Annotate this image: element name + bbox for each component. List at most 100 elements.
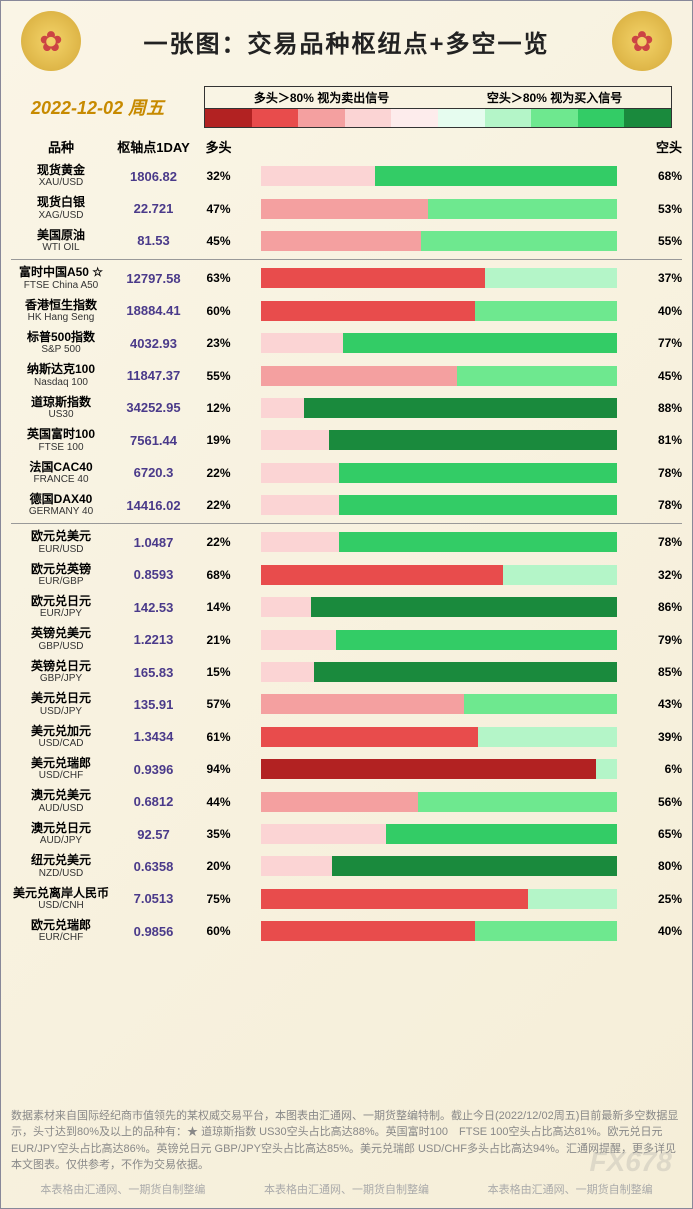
short-pct: 88% — [637, 401, 682, 415]
instrument-name: 现货黄金XAU/USD — [11, 163, 111, 189]
short-pct: 85% — [637, 665, 682, 679]
sentiment-bar — [241, 565, 637, 585]
instrument-name: 富时中国A50 ☆FTSE China A50 — [11, 265, 111, 291]
sentiment-bar — [241, 597, 637, 617]
sentiment-bar — [241, 694, 637, 714]
sentiment-bar — [241, 759, 637, 779]
long-pct: 61% — [196, 730, 241, 744]
sentiment-bar — [241, 398, 637, 418]
long-pct: 63% — [196, 271, 241, 285]
instrument-name: 道琼斯指数US30 — [11, 395, 111, 421]
table-row: 欧元兑英镑EUR/GBP0.859368%32% — [1, 559, 692, 591]
table-row: 美元兑加元USD/CAD1.343461%39% — [1, 721, 692, 753]
short-pct: 37% — [637, 271, 682, 285]
sentiment-bar — [241, 889, 637, 909]
sentiment-bar — [241, 301, 637, 321]
table-row: 富时中国A50 ☆FTSE China A5012797.5863%37% — [1, 262, 692, 294]
date-label: 2022-12-02 周五 — [31, 94, 164, 120]
footer-credit-3: 本表格由汇通网、一期货自制整编 — [488, 1182, 653, 1199]
header: ✿ 一张图：交易品种枢纽点+多空一览 ✿ — [1, 1, 692, 81]
table-row: 美元兑瑞郎USD/CHF0.939694%6% — [1, 753, 692, 785]
sentiment-bar — [241, 824, 637, 844]
long-pct: 55% — [196, 369, 241, 383]
sentiment-bar — [241, 532, 637, 552]
table-row: 英镑兑日元GBP/JPY165.8315%85% — [1, 656, 692, 688]
sentiment-bar — [241, 856, 637, 876]
pivot-value: 1.3434 — [111, 729, 196, 744]
short-pct: 55% — [637, 234, 682, 248]
long-pct: 68% — [196, 568, 241, 582]
long-pct: 94% — [196, 762, 241, 776]
long-pct: 22% — [196, 535, 241, 549]
table-row: 美元兑日元USD/JPY135.9157%43% — [1, 688, 692, 720]
pivot-value: 4032.93 — [111, 336, 196, 351]
sentiment-bar — [241, 630, 637, 650]
pivot-value: 0.6358 — [111, 859, 196, 874]
instrument-name: 英镑兑日元GBP/JPY — [11, 659, 111, 685]
pivot-value: 18884.41 — [111, 303, 196, 318]
long-pct: 15% — [196, 665, 241, 679]
table-row: 英镑兑美元GBP/USD1.221321%79% — [1, 623, 692, 655]
long-pct: 22% — [196, 498, 241, 512]
pivot-value: 22.721 — [111, 201, 196, 216]
footer-credit-2: 本表格由汇通网、一期货自制整编 — [264, 1182, 429, 1199]
table-row: 欧元兑瑞郎EUR/CHF0.985660%40% — [1, 915, 692, 947]
short-pct: 25% — [637, 892, 682, 906]
long-pct: 32% — [196, 169, 241, 183]
pivot-value: 0.6812 — [111, 794, 196, 809]
instrument-name: 美元兑加元USD/CAD — [11, 724, 111, 750]
col-short: 空头 — [637, 137, 682, 156]
short-pct: 56% — [637, 795, 682, 809]
logo-left: ✿ — [21, 11, 81, 71]
pivot-value: 135.91 — [111, 697, 196, 712]
long-pct: 23% — [196, 336, 241, 350]
column-headers: 品种 枢轴点1DAY 多头 空头 — [1, 133, 692, 160]
pivot-value: 6720.3 — [111, 465, 196, 480]
long-pct: 19% — [196, 433, 241, 447]
long-pct: 12% — [196, 401, 241, 415]
short-pct: 68% — [637, 169, 682, 183]
instrument-name: 欧元兑瑞郎EUR/CHF — [11, 918, 111, 944]
footer-credit-1: 本表格由汇通网、一期货自制整编 — [40, 1182, 205, 1199]
sentiment-bar — [241, 231, 637, 251]
table-row: 欧元兑日元EUR/JPY142.5314%86% — [1, 591, 692, 623]
instrument-name: 现货白银XAG/USD — [11, 195, 111, 221]
col-pivot: 枢轴点1DAY — [111, 137, 196, 156]
short-pct: 65% — [637, 827, 682, 841]
short-pct: 32% — [637, 568, 682, 582]
sentiment-bar — [241, 495, 637, 515]
sentiment-bar — [241, 662, 637, 682]
table-row: 现货白银XAG/USD22.72147%53% — [1, 192, 692, 224]
long-pct: 60% — [196, 304, 241, 318]
pivot-value: 1.0487 — [111, 535, 196, 550]
short-pct: 6% — [637, 762, 682, 776]
table-row: 纽元兑美元NZD/USD0.635820%80% — [1, 850, 692, 882]
long-pct: 21% — [196, 633, 241, 647]
short-pct: 78% — [637, 498, 682, 512]
pivot-value: 11847.37 — [111, 368, 196, 383]
short-pct: 78% — [637, 466, 682, 480]
instrument-name: 澳元兑日元AUD/JPY — [11, 821, 111, 847]
short-pct: 45% — [637, 369, 682, 383]
pivot-value: 81.53 — [111, 233, 196, 248]
pivot-value: 34252.95 — [111, 400, 196, 415]
table-body: 现货黄金XAU/USD1806.8232%68%现货白银XAG/USD22.72… — [1, 160, 692, 947]
legend-short-label: 空头＞80% 视为买入信号 — [438, 87, 671, 108]
short-pct: 40% — [637, 924, 682, 938]
short-pct: 53% — [637, 202, 682, 216]
sentiment-bar — [241, 268, 637, 288]
col-long: 多头 — [196, 137, 241, 156]
legend-long-label: 多头＞80% 视为卖出信号 — [205, 87, 438, 108]
table-row: 澳元兑日元AUD/JPY92.5735%65% — [1, 818, 692, 850]
long-pct: 60% — [196, 924, 241, 938]
instrument-name: 欧元兑英镑EUR/GBP — [11, 562, 111, 588]
col-name: 品种 — [11, 137, 111, 156]
instrument-name: 纽元兑美元NZD/USD — [11, 853, 111, 879]
sentiment-bar — [241, 727, 637, 747]
instrument-name: 欧元兑日元EUR/JPY — [11, 594, 111, 620]
long-pct: 35% — [196, 827, 241, 841]
table-row: 法国CAC40FRANCE 406720.322%78% — [1, 457, 692, 489]
pivot-value: 0.9396 — [111, 762, 196, 777]
table-row: 美元兑离岸人民币USD/CNH7.051375%25% — [1, 883, 692, 915]
table-row: 美国原油WTI OIL81.5345%55% — [1, 225, 692, 257]
